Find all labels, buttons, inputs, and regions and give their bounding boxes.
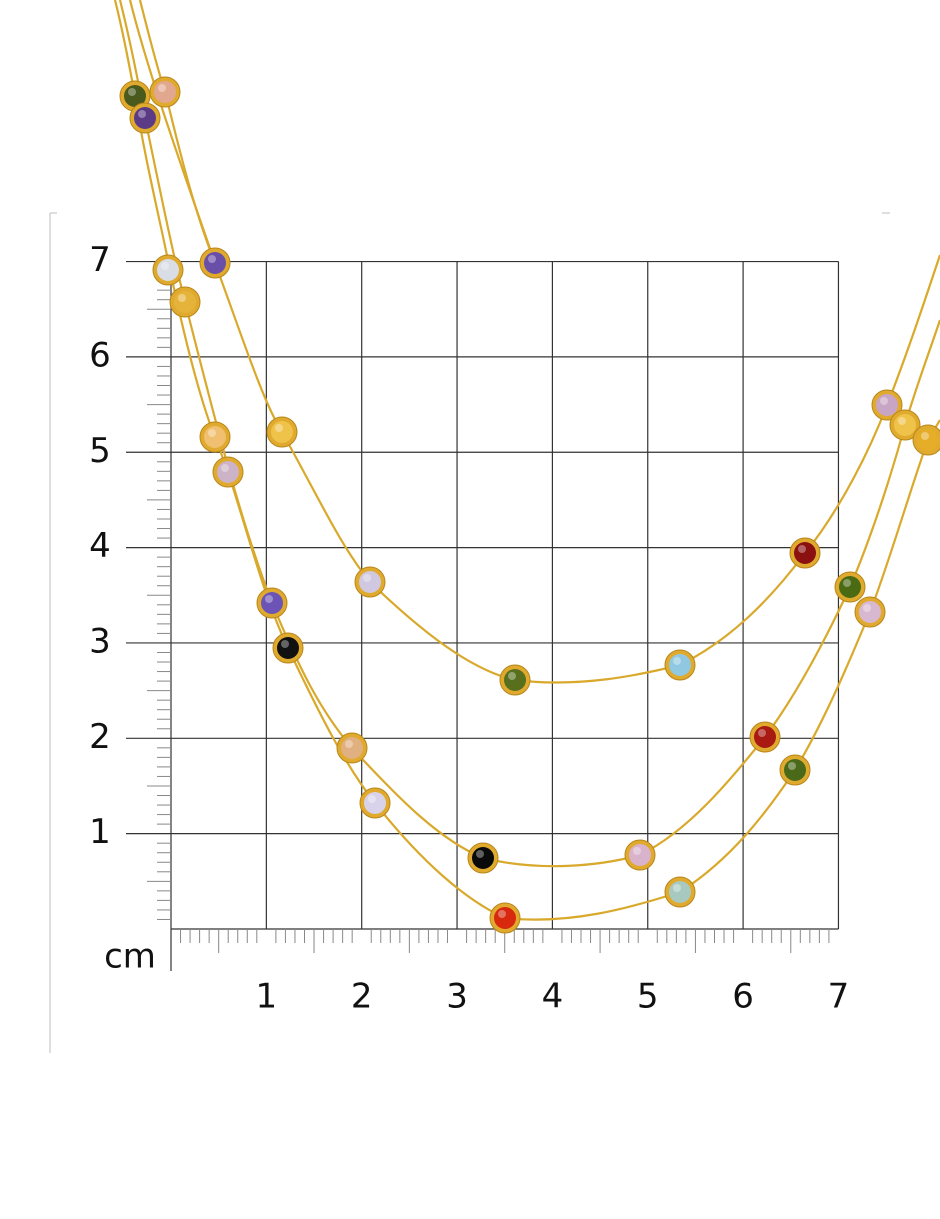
- gem: [277, 637, 299, 659]
- y-label: 5: [89, 431, 111, 471]
- gem: [157, 259, 179, 281]
- gem: [794, 542, 816, 564]
- gem-highlight: [128, 88, 136, 96]
- gem-highlight: [843, 579, 851, 587]
- gem: [204, 252, 226, 274]
- gem-highlight: [798, 545, 806, 553]
- x-label: 1: [256, 977, 278, 1017]
- gem-highlight: [161, 262, 169, 270]
- unit-label: cm: [104, 937, 156, 977]
- gem: [204, 426, 226, 448]
- y-label: 4: [89, 526, 111, 566]
- gem: [494, 907, 516, 929]
- gem: [472, 847, 494, 869]
- measuring-grid: [126, 260, 840, 971]
- x-label: 6: [732, 977, 754, 1017]
- necklace: [113, 0, 940, 921]
- gem: [504, 669, 526, 691]
- gem-highlight: [363, 574, 371, 582]
- gem-highlight: [208, 255, 216, 263]
- gem-highlight: [508, 672, 516, 680]
- y-label: 3: [89, 621, 111, 661]
- x-label: 7: [828, 977, 850, 1017]
- y-label: 2: [89, 717, 111, 757]
- gem-highlight: [863, 604, 871, 612]
- x-label: 3: [446, 977, 468, 1017]
- y-label: 7: [89, 240, 111, 280]
- y-label: 6: [89, 335, 111, 375]
- gem: [134, 107, 156, 129]
- gem-highlight: [281, 640, 289, 648]
- gem-highlight: [921, 432, 929, 440]
- gem: [669, 881, 691, 903]
- gem-highlight: [758, 729, 766, 737]
- gem: [364, 792, 386, 814]
- x-label: 2: [351, 977, 373, 1017]
- gem-highlight: [345, 740, 353, 748]
- scale-labels: cm 1 2 3 4 5 6 7 1 2 3 4 5 6 7: [89, 240, 849, 1016]
- chain: [128, 0, 940, 684]
- gem-highlight: [368, 795, 376, 803]
- gem: [754, 726, 776, 748]
- gem-highlight: [898, 417, 906, 425]
- gem-highlight: [633, 847, 641, 855]
- frame: [49, 212, 890, 1053]
- gem: [154, 81, 176, 103]
- gem-highlight: [178, 294, 186, 302]
- gem-highlight: [275, 424, 283, 432]
- gem: [859, 601, 881, 623]
- gem: [839, 576, 861, 598]
- gem: [917, 429, 939, 451]
- x-label: 4: [542, 977, 564, 1017]
- gem: [784, 759, 806, 781]
- gem-highlight: [476, 850, 484, 858]
- gem: [261, 592, 283, 614]
- y-label: 1: [89, 812, 111, 852]
- gem-highlight: [673, 884, 681, 892]
- gems: [119, 76, 940, 934]
- gem: [341, 737, 363, 759]
- gem-highlight: [498, 910, 506, 918]
- gem-highlight: [788, 762, 796, 770]
- gem: [876, 394, 898, 416]
- gem-highlight: [221, 464, 229, 472]
- gem: [124, 85, 146, 107]
- gem-highlight: [138, 110, 146, 118]
- gem-highlight: [158, 84, 166, 92]
- gem: [217, 461, 239, 483]
- gem: [359, 571, 381, 593]
- x-label: 5: [637, 977, 659, 1017]
- gem-highlight: [673, 657, 681, 665]
- gem: [669, 654, 691, 676]
- gem: [174, 291, 196, 313]
- gem-highlight: [880, 397, 888, 405]
- gem: [629, 844, 651, 866]
- gem-highlight: [208, 429, 216, 437]
- gem: [271, 421, 293, 443]
- chain: [118, 0, 940, 868]
- gem-highlight: [265, 595, 273, 603]
- gem: [894, 414, 916, 436]
- chain: [113, 0, 940, 921]
